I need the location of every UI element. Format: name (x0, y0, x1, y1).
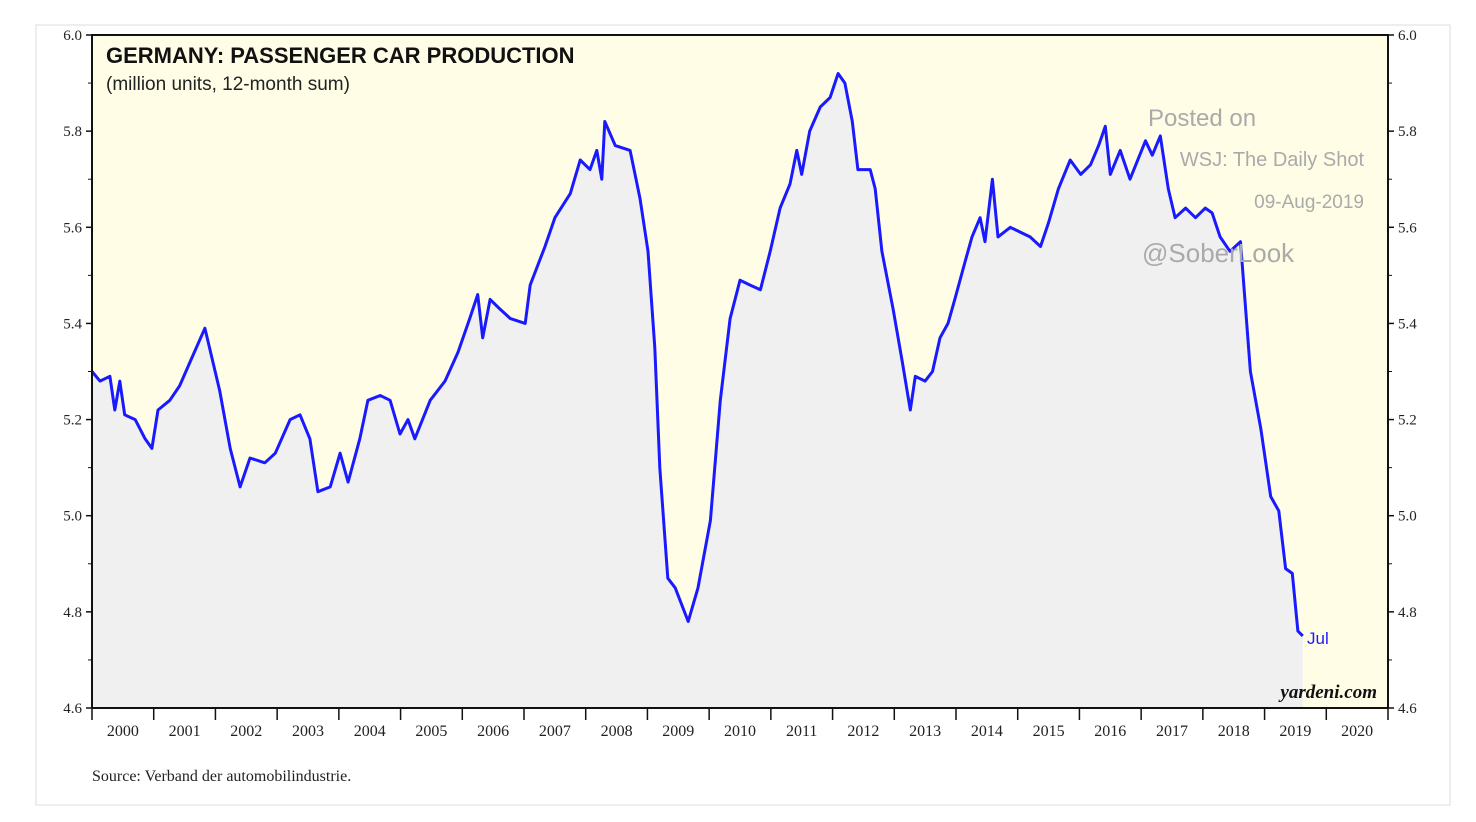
x-tick-label: 2015 (1033, 723, 1065, 740)
y-tick-label-right: 6.0 (1398, 28, 1417, 44)
y-tick-label-left: 5.4 (63, 316, 82, 332)
series-line (90, 72, 1304, 637)
y-tick-label-right: 5.2 (1398, 413, 1417, 429)
y-tick-label-right: 5.8 (1398, 124, 1417, 140)
brand-label: yardeni.com (1278, 682, 1377, 703)
end-label: Jul (1307, 629, 1329, 648)
watermark-date: 09-Aug-2019 (1254, 192, 1364, 213)
y-tick-label-right: 4.8 (1398, 605, 1417, 621)
plot-border (91, 34, 1389, 709)
watermark-handle: @SoberLook (1142, 238, 1295, 268)
x-tick-label: 2003 (292, 723, 324, 740)
x-tick-label: 2018 (1218, 723, 1250, 740)
y-tick-label-left: 4.8 (63, 605, 82, 621)
x-tick-label: 2007 (539, 723, 571, 740)
x-tick-label: 2004 (354, 723, 386, 740)
x-tick-label: 2012 (847, 723, 879, 740)
y-tick-label-left: 5.0 (63, 509, 82, 525)
x-tick-label: 2010 (724, 723, 756, 740)
area-under-line (92, 73, 1303, 708)
x-tick-label: 2000 (107, 723, 139, 740)
x-tick-label: 2001 (169, 723, 201, 740)
x-tick-label: 2014 (971, 723, 1003, 740)
x-tick-label: 2002 (230, 723, 262, 740)
x-tick-label: 2017 (1156, 723, 1188, 740)
x-tick-label: 2008 (601, 723, 633, 740)
x-tick-label: 2006 (477, 723, 509, 740)
x-tick-label: 2013 (909, 723, 941, 740)
y-tick-label-left: 6.0 (63, 28, 82, 44)
y-tick-label-right: 5.4 (1398, 316, 1417, 332)
watermark-posted: Posted on (1148, 105, 1256, 132)
x-axis: 2000 2001 2002 2003 2004 2005 2006 2007 2008 2009… (91, 708, 1389, 740)
x-tick-label: 2011 (786, 723, 817, 740)
y-tick-label-left: 5.6 (63, 220, 82, 236)
y-tick-label-left: 5.8 (63, 124, 82, 140)
y-tick-label-right: 5.0 (1398, 509, 1417, 525)
y-tick-label-left: 4.6 (63, 701, 82, 717)
chart-title: GERMANY: PASSENGER CAR PRODUCTION (106, 43, 575, 68)
y-tick-label-right: 5.6 (1398, 220, 1417, 236)
chart-subtitle: (million units, 12-month sum) (106, 74, 350, 95)
y-tick-label-left: 5.2 (63, 413, 82, 429)
x-tick-label: 2009 (662, 723, 694, 740)
x-tick-label: 2020 (1341, 723, 1373, 740)
source-note: Source: Verband der automobilindustrie. (92, 768, 351, 785)
x-tick-label: 2005 (415, 723, 447, 740)
y-tick-label-right: 4.6 (1398, 701, 1417, 717)
x-tick-label: 2019 (1279, 723, 1311, 740)
watermark-source: WSJ: The Daily Shot (1180, 149, 1365, 171)
x-tick-label: 2016 (1094, 723, 1126, 740)
